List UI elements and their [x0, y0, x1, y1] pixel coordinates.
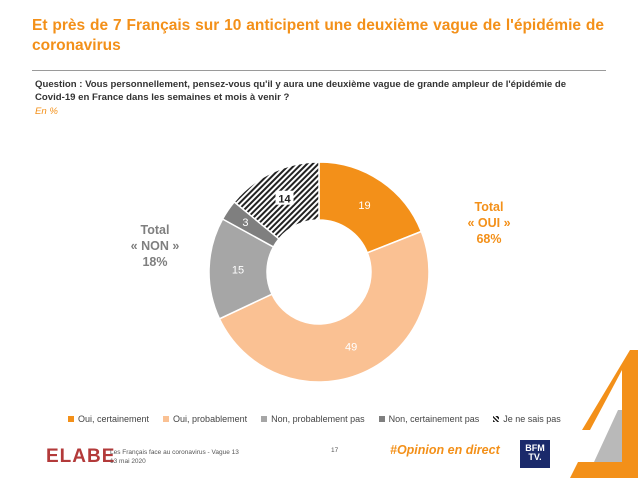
legend-item: Non, probablement pas — [261, 414, 365, 424]
slice-value-label: 3 — [242, 217, 248, 229]
legend-label: Je ne sais pas — [503, 414, 561, 424]
bfm-logo-text: BFM — [525, 443, 545, 453]
page-title: Et près de 7 Français sur 10 anticipent … — [32, 17, 604, 54]
slice-value-label: 19 — [358, 200, 370, 212]
total-non-title: Total — [140, 223, 170, 237]
tv-logo-text: TV. — [528, 452, 542, 462]
legend-swatch — [378, 416, 385, 422]
footer-study-name: Les Français face au coronavirus - Vague… — [110, 449, 239, 456]
slice-value-label: 14 — [278, 194, 291, 206]
total-oui-title: Total — [474, 200, 504, 214]
legend-label: Non, certainement pas — [388, 414, 480, 424]
slice-value-label: 15 — [232, 264, 244, 276]
legend-item: Non, certainement pas — [378, 414, 480, 424]
footer-date: 13 mai 2020 — [110, 458, 146, 465]
total-non-label: Total « NON » 18% — [110, 222, 200, 270]
total-oui-label: Total « OUI » 68% — [444, 199, 534, 247]
slice-value-label: 49 — [345, 341, 357, 353]
elabe-logo: ELABE — [46, 446, 116, 467]
total-non-answer: « NON » — [130, 239, 180, 253]
legend-swatch — [493, 416, 500, 422]
survey-question: Question : Vous personnellement, pensez-… — [35, 79, 567, 103]
legend-item: Oui, certainement — [68, 414, 149, 424]
legend-swatch — [261, 416, 268, 422]
donut-slice-oui-certainement — [318, 161, 423, 254]
legend-item: Je ne sais pas — [493, 414, 561, 424]
slice-label-background — [275, 190, 294, 205]
bfmtv-logo: BFM TV. — [520, 440, 550, 468]
total-oui-answer: « OUI » — [467, 216, 511, 230]
chart-legend: Oui, certainement Oui, probablement Non, p… — [68, 414, 588, 424]
legend-swatch — [163, 416, 170, 422]
legend-label: Non, probablement pas — [271, 414, 365, 424]
title-divider — [32, 70, 606, 71]
hashtag: #Opinion en direct — [390, 443, 500, 457]
total-oui-value: 68% — [476, 232, 502, 246]
total-non-value: 18% — [142, 255, 168, 269]
decorative-a-shape-icon — [570, 350, 638, 478]
legend-label: Oui, certainement — [78, 414, 150, 424]
donut-slice-oui-probablement — [218, 230, 430, 383]
page-number: 17 — [331, 447, 339, 454]
legend-label: Oui, probablement — [173, 414, 248, 424]
legend-item: Oui, probablement — [163, 414, 247, 424]
footer-caption: Les Français face au coronavirus - Vague… — [110, 448, 239, 466]
unit-label: En % — [35, 106, 58, 117]
legend-swatch — [68, 416, 74, 422]
